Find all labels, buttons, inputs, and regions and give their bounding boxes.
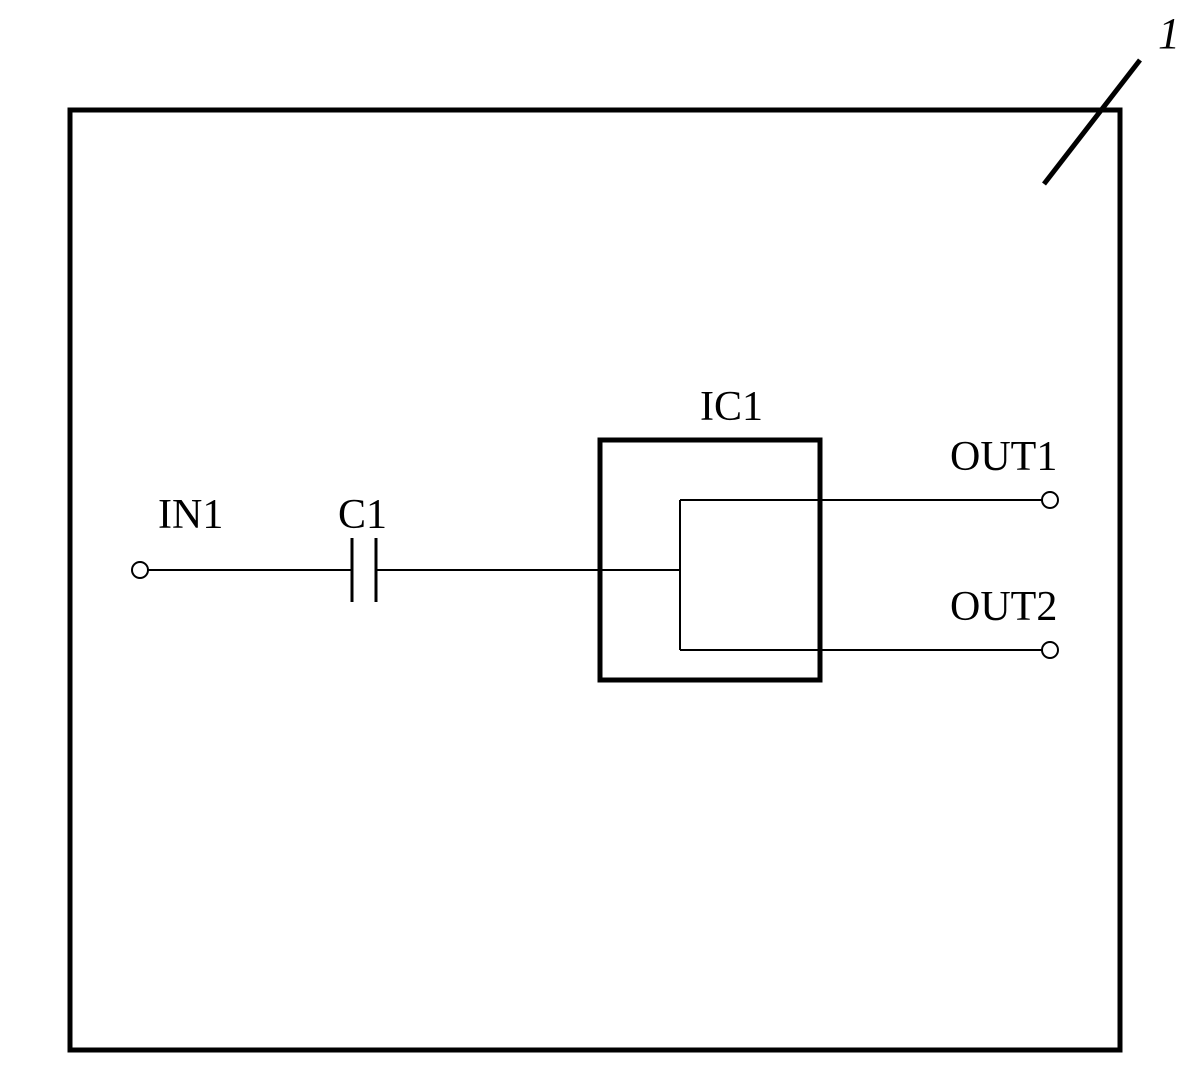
terminal-out2 — [1042, 642, 1058, 658]
terminal-out1 — [1042, 492, 1058, 508]
callout-label: 1 — [1158, 9, 1180, 58]
ic-label: IC1 — [700, 384, 763, 430]
circuit-diagram: 1 IC1 C1 IN1 OUT1 OUT2 — [0, 0, 1198, 1086]
terminal-out2-label: OUT2 — [950, 584, 1057, 630]
terminal-in1 — [132, 562, 148, 578]
outer-box — [70, 110, 1120, 1050]
terminal-in1-label: IN1 — [158, 492, 223, 538]
ic-block — [600, 440, 820, 680]
capacitor-label: C1 — [338, 492, 387, 538]
callout-line — [1044, 60, 1140, 184]
terminal-out1-label: OUT1 — [950, 434, 1057, 480]
